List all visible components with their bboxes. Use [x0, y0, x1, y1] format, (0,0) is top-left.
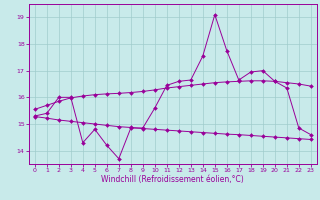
- X-axis label: Windchill (Refroidissement éolien,°C): Windchill (Refroidissement éolien,°C): [101, 175, 244, 184]
